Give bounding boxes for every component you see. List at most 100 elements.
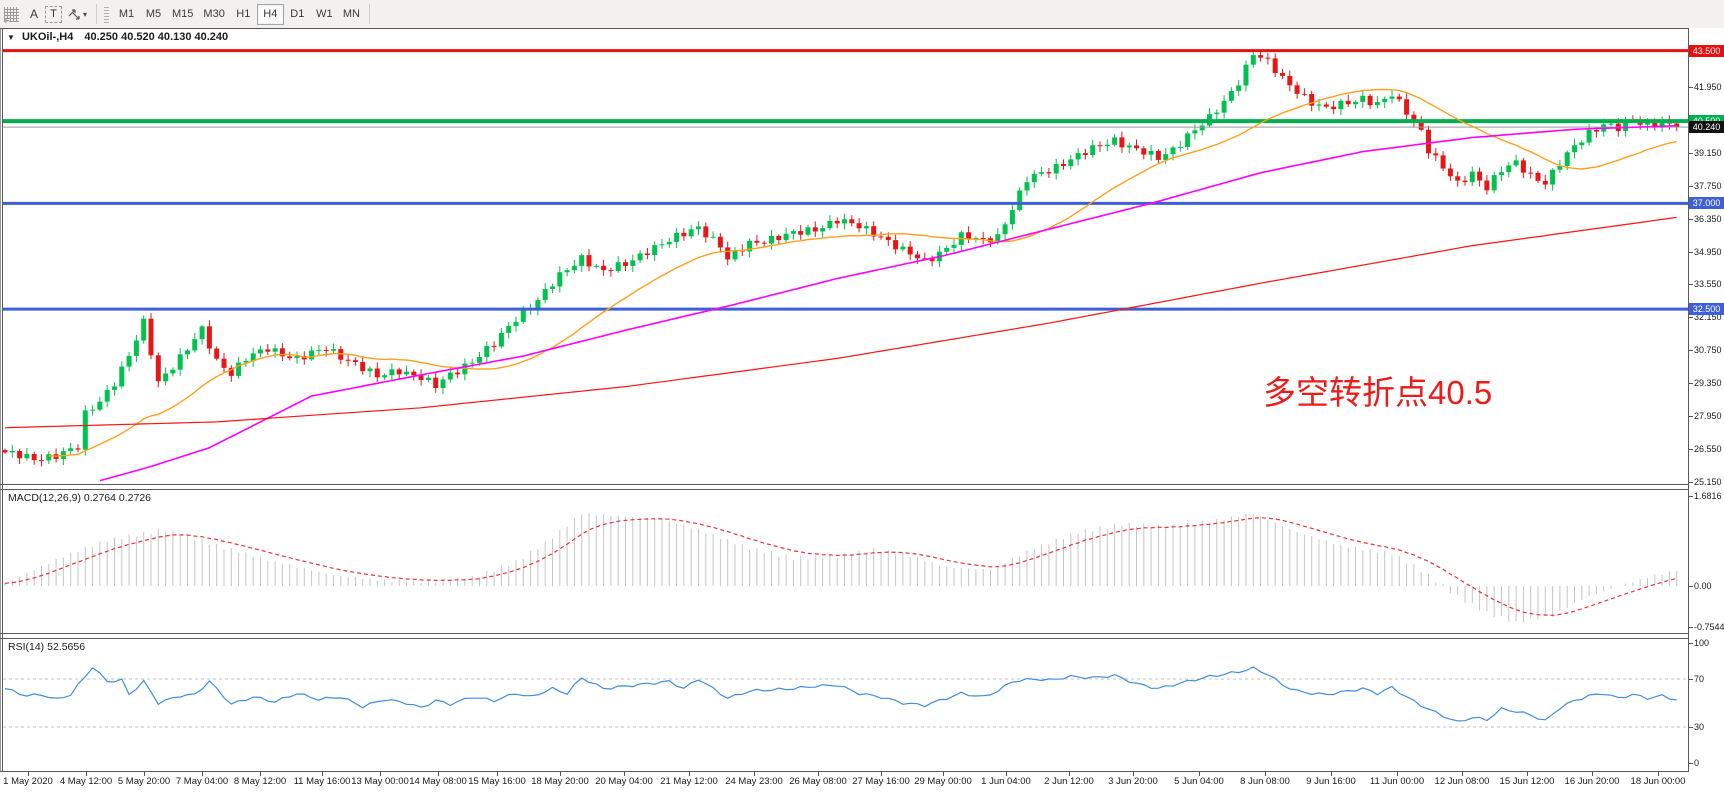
macd-tick-label: -0.7544	[1694, 621, 1724, 632]
rsi-panel-top-border[interactable]	[0, 638, 1689, 639]
time-label: 11 Jun 00:00	[1369, 776, 1425, 787]
time-label: 24 May 23:00	[725, 776, 783, 787]
macd-indicator-label: MACD(12,26,9) 0.2764 0.2726	[8, 492, 152, 504]
time-tick	[818, 772, 819, 776]
price-tick-label: 34.950	[1694, 246, 1722, 257]
time-tick	[1658, 772, 1659, 776]
time-label: 18 Jun 00:00	[1630, 776, 1686, 787]
cycle-arrows-button[interactable]: ▾	[62, 4, 92, 24]
timeframe-button-H1[interactable]: H1	[236, 8, 251, 20]
time-tick	[1397, 772, 1398, 776]
price-tick-label: 41.950	[1694, 82, 1722, 92]
macd-tick-label: 1.6816	[1694, 490, 1722, 501]
rsi-tick-label: 100	[1694, 638, 1710, 648]
time-label: 7 May 04:00	[175, 776, 229, 787]
macd-tick-label: 0.00	[1694, 581, 1712, 591]
timeframe-button-W1[interactable]: W1	[316, 8, 333, 20]
price-tick-label-tick	[1689, 87, 1693, 88]
price-tick-label-tick	[1689, 416, 1693, 417]
time-label: 1 Jun 04:00	[981, 776, 1031, 787]
time-label: 4 May 12:00	[59, 776, 113, 787]
time-tick	[1592, 772, 1593, 776]
main-panel-top-border	[0, 28, 1689, 29]
price-tick-label: 39.150	[1694, 147, 1722, 158]
time-label: 11 May 16:00	[293, 776, 351, 787]
rsi-tick-label-tick	[1689, 643, 1693, 644]
price-tick-label-tick	[1689, 350, 1693, 352]
diagonal-arrows-icon	[68, 9, 80, 20]
rsi-tick-label: 70	[1694, 674, 1705, 684]
price-tick-label-tick	[1689, 317, 1693, 319]
time-tick	[1527, 772, 1528, 776]
price-tick-label-tick	[1689, 218, 1693, 220]
price-badge-40.240: 40.240	[1689, 121, 1724, 134]
time-tick	[1133, 772, 1134, 776]
rsi-tick-label: 0	[1694, 758, 1700, 768]
toolbar-grip[interactable]	[104, 5, 110, 23]
price-axis[interactable]: 41.950 39.150 37.750 36.350 34.950 33.550 32.1…	[1689, 28, 1724, 772]
time-tick	[497, 772, 498, 776]
collapse-triangle-icon[interactable]: ▼	[7, 33, 15, 42]
macd-indicator-chart[interactable]	[3, 490, 1688, 633]
timeframe-button-D1[interactable]: D1	[290, 8, 305, 20]
window-left-edge	[0, 28, 1, 792]
price-tick-label-tick	[1689, 383, 1693, 385]
time-label: 26 May 08:00	[789, 776, 847, 787]
main-price-chart[interactable]	[3, 29, 1688, 484]
time-axis[interactable]: 1 May 2020 4 May 12:00 5 May 20:00 7 May 04…	[0, 772, 1724, 792]
toolbar-separator	[96, 4, 98, 24]
price-tick-label: 29.350	[1694, 378, 1722, 389]
time-tick	[260, 772, 261, 776]
time-tick	[1006, 772, 1007, 776]
dropdown-caret-icon: ▾	[83, 9, 88, 19]
ohlc-values: 40.250 40.520 40.130 40.240	[84, 31, 229, 43]
time-tick	[380, 772, 381, 776]
time-label: 2 Jun 12:00	[1044, 776, 1094, 787]
timeframe-button-M5[interactable]: M5	[145, 8, 162, 20]
time-label: 3 Jun 20:00	[1108, 776, 1158, 787]
macd-panel-top-border[interactable]	[0, 489, 1689, 490]
text-label-tool-button[interactable]: T	[45, 5, 62, 23]
timeframe-button-M1[interactable]: M1	[118, 8, 135, 20]
timeframe-button-M15[interactable]: M15	[172, 8, 194, 20]
time-label: 1 May 2020	[3, 776, 53, 787]
price-tick-label: 37.750	[1694, 180, 1722, 191]
time-tick	[624, 772, 625, 776]
time-tick	[202, 772, 203, 776]
time-tick	[1069, 772, 1070, 776]
rsi-indicator-chart[interactable]	[3, 639, 1688, 771]
macd-panel-bottom-border	[0, 633, 1689, 634]
time-label: 9 Jun 16:00	[1306, 776, 1356, 787]
price-tick-label: 36.350	[1694, 213, 1722, 224]
price-tick-label: 33.550	[1694, 279, 1722, 290]
price-tick-label: 25.150	[1694, 476, 1722, 487]
time-tick	[943, 772, 944, 776]
price-tick-label-tick	[1689, 448, 1693, 450]
time-label: 16 Jun 20:00	[1564, 776, 1620, 787]
time-label: 8 Jun 08:00	[1240, 776, 1290, 787]
font-tool-button[interactable]: A	[29, 7, 38, 21]
symbol-period-label: UKOil-,H4	[21, 31, 74, 43]
time-label: 5 May 20:00	[117, 776, 171, 787]
grip-f-label: F	[5, 17, 10, 25]
price-axis-border	[1688, 28, 1689, 772]
time-label: 15 Jun 12:00	[1499, 776, 1555, 787]
time-tick	[754, 772, 755, 776]
time-label: 21 May 12:00	[660, 776, 718, 787]
toolbar-grip-grid-icon[interactable]: F	[4, 6, 19, 25]
time-label: 20 May 04:00	[595, 776, 653, 787]
price-badge-32.500: 32.500	[1689, 303, 1724, 316]
price-tick-label: 27.950	[1694, 411, 1722, 421]
time-tick	[28, 772, 29, 776]
timeframe-button-M30[interactable]: M30	[203, 8, 225, 20]
time-tick	[322, 772, 323, 776]
price-tick-label-tick	[1689, 284, 1693, 286]
rsi-tick-label-tick	[1689, 679, 1693, 680]
timeframe-button-MN[interactable]: MN	[342, 8, 360, 20]
time-label: 5 Jun 04:00	[1174, 776, 1224, 787]
timeframe-button-group: M1 M5 M15 M30 H1 H4 D1 W1 MN	[113, 3, 365, 25]
time-tick	[689, 772, 690, 776]
timeframe-button-H4[interactable]: H4	[256, 3, 284, 25]
time-tick	[881, 772, 882, 776]
rsi-panel-bottom-border	[0, 771, 1689, 772]
